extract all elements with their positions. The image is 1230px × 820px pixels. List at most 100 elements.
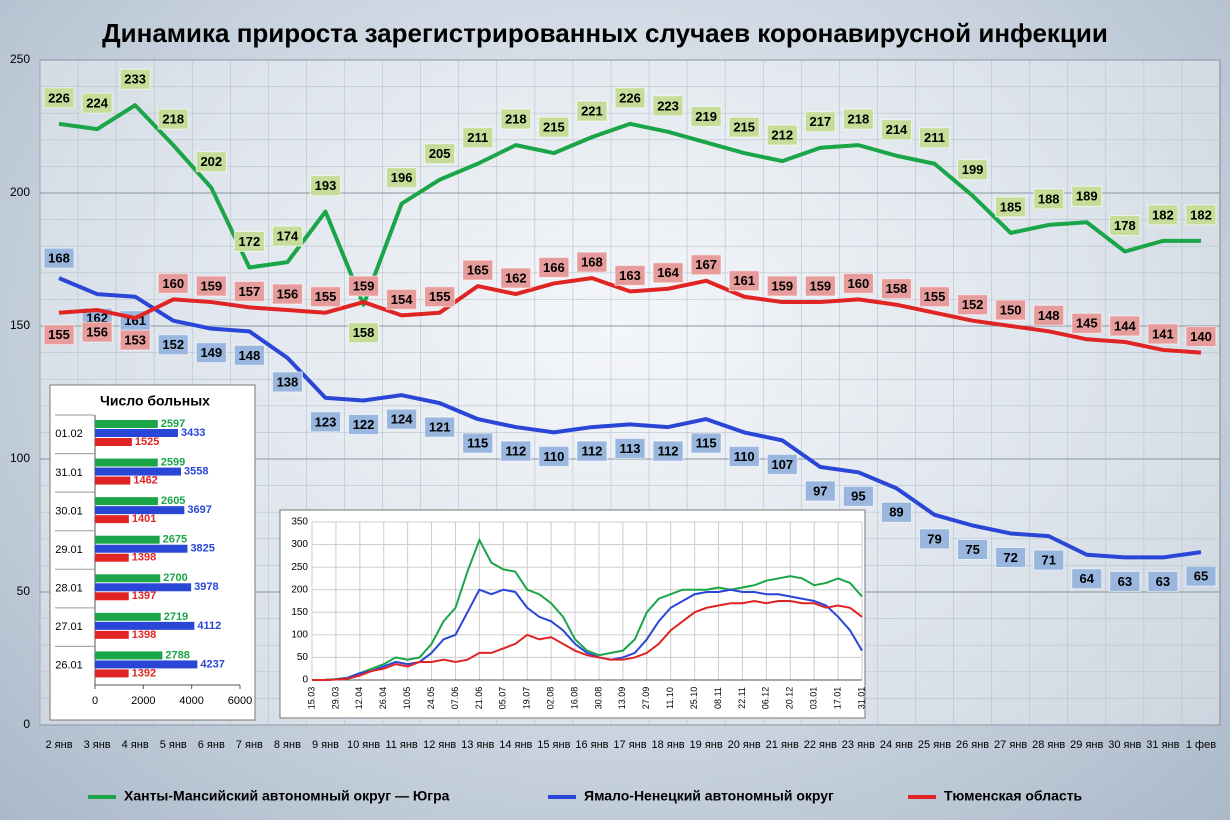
y-tick-label: 0 (23, 717, 30, 731)
value-label-box (576, 440, 608, 462)
value-label: 159 (809, 278, 831, 293)
value-label: 159 (771, 278, 793, 293)
x-tick-label: 26.04 (378, 687, 388, 710)
y-tick-label: 29.01 (55, 544, 83, 556)
value-label-box (386, 408, 418, 430)
value-label: 4237 (200, 658, 224, 670)
value-label-box (690, 432, 722, 454)
value-label-box (538, 256, 570, 278)
value-label-box (195, 151, 227, 173)
value-label: 168 (581, 255, 603, 270)
value-label-box (804, 275, 836, 297)
value-label-box (81, 92, 113, 114)
value-label-box (1071, 312, 1103, 334)
value-label-box (233, 280, 265, 302)
y-tick-label: 01.02 (55, 428, 83, 440)
value-label: 215 (543, 120, 565, 135)
x-tick-label: 8 янв (273, 739, 301, 751)
value-label-box (309, 411, 341, 433)
value-label: 124 (391, 412, 413, 427)
value-label-box (1147, 570, 1179, 592)
value-label: 112 (658, 444, 679, 459)
x-tick-label: 11 янв (385, 739, 418, 751)
value-label-box (842, 485, 874, 507)
value-label-box (766, 453, 798, 475)
value-label: 89 (889, 505, 903, 520)
value-label: 178 (1114, 218, 1136, 233)
value-label-box (462, 127, 494, 149)
value-label: 155 (924, 289, 946, 304)
x-tick-label: 2 янв (45, 739, 73, 751)
bar (95, 553, 129, 562)
x-tick-label: 23 янв (841, 739, 875, 751)
value-label-box (43, 324, 75, 346)
value-label: 1398 (132, 629, 156, 641)
value-label: 138 (277, 374, 299, 389)
value-label: 165 (467, 263, 489, 278)
chart-title: Динамика прироста зарегистрированных слу… (102, 18, 1108, 48)
value-label-box (195, 275, 227, 297)
y-tick-label: 50 (297, 652, 309, 663)
value-label-box (1033, 188, 1065, 210)
x-tick-label: 06.12 (761, 687, 771, 710)
value-label-box (43, 247, 75, 269)
x-tick-label: 21.06 (474, 687, 484, 710)
value-label-box (271, 283, 303, 305)
value-label-box (576, 100, 608, 122)
x-tick-label: 19 янв (689, 739, 723, 751)
value-label: 141 (1152, 326, 1174, 341)
value-label-box (728, 116, 760, 138)
value-label: 110 (543, 449, 564, 464)
value-label: 218 (848, 112, 870, 127)
value-label-box (1071, 185, 1103, 207)
value-label: 218 (162, 112, 184, 127)
bar (95, 515, 129, 524)
x-tick-label: 21 янв (765, 739, 799, 751)
x-tick-label: 2000 (131, 695, 155, 707)
x-tick-label: 4 янв (121, 739, 149, 751)
value-label: 182 (1152, 207, 1174, 222)
value-label: 168 (48, 251, 70, 266)
value-label: 219 (695, 109, 717, 124)
x-tick-label: 16 янв (575, 739, 609, 751)
x-tick-label: 7 янв (235, 739, 263, 751)
value-label: 155 (48, 327, 70, 342)
value-label: 158 (353, 325, 375, 340)
value-label-box (157, 108, 189, 130)
x-tick-label: 14 янв (499, 739, 533, 751)
series-line (58, 103, 1201, 307)
y-tick-label: 50 (17, 584, 31, 598)
value-label: 2597 (161, 418, 185, 430)
value-label-box (614, 437, 646, 459)
value-label-box (157, 272, 189, 294)
x-tick-label: 5 янв (159, 739, 187, 751)
value-label-box (1071, 568, 1103, 590)
y-tick-label: 0 (302, 675, 308, 686)
value-label: 123 (315, 414, 337, 429)
legend-label: Тюменская область (944, 788, 1083, 804)
x-tick-label: 15 янв (537, 739, 571, 751)
x-tick-label: 4000 (179, 695, 203, 707)
value-label: 113 (620, 441, 641, 456)
value-label-box (880, 278, 912, 300)
value-label: 159 (353, 278, 375, 293)
x-tick-label: 02.08 (546, 687, 556, 710)
x-tick-label: 13 янв (461, 739, 495, 751)
value-label-box (386, 167, 418, 189)
bar (95, 544, 188, 553)
value-label-box (614, 87, 646, 109)
value-label: 164 (657, 265, 679, 280)
value-label: 150 (1000, 302, 1022, 317)
value-label: 122 (353, 417, 375, 432)
bar (95, 420, 158, 428)
value-label-box (919, 528, 951, 550)
value-label: 2599 (161, 456, 185, 468)
y-tick-label: 26.01 (55, 660, 83, 672)
bar (95, 592, 129, 601)
value-label: 148 (1038, 308, 1060, 323)
value-label-box (576, 251, 608, 273)
value-label-box (880, 119, 912, 141)
value-label: 211 (924, 130, 945, 145)
inset-title: Число больных (100, 393, 210, 409)
x-tick-label: 20.12 (785, 687, 795, 710)
